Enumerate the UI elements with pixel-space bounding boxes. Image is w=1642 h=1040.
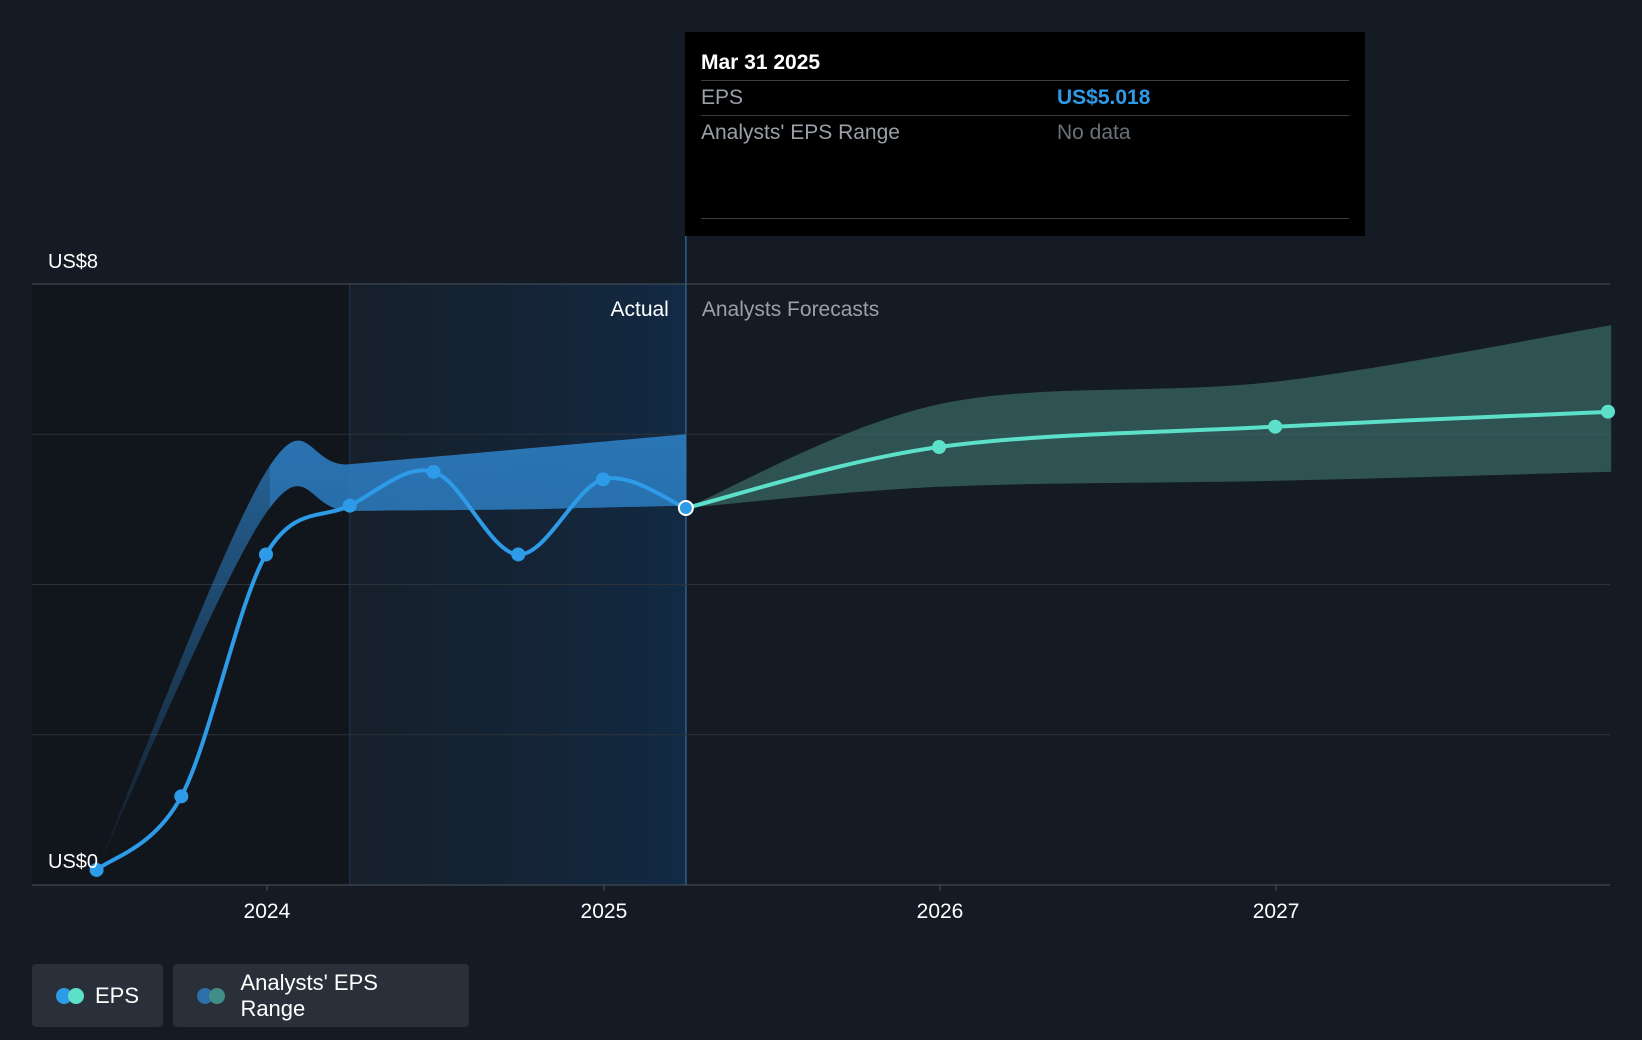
tooltip-eps-row: EPS US$5.018 bbox=[701, 81, 1349, 116]
eps-point-actual bbox=[89, 862, 104, 877]
x-tick-label: 2024 bbox=[244, 900, 291, 923]
tooltip-eps-value: US$5.018 bbox=[1057, 86, 1151, 109]
y-axis-max-label: US$8 bbox=[48, 251, 98, 273]
eps-point-forecast bbox=[932, 440, 947, 455]
x-tick-label: 2026 bbox=[917, 900, 964, 923]
tooltip-date: Mar 31 2025 bbox=[701, 44, 1349, 81]
eps-point-actual bbox=[511, 547, 526, 562]
eps-point-actual bbox=[342, 498, 357, 513]
eps-line-forecast bbox=[683, 409, 1614, 510]
eps-line-actual bbox=[94, 468, 688, 872]
tooltip-range-row: Analysts' EPS Range No data bbox=[701, 116, 1349, 150]
tooltip: Mar 31 2025 EPS US$5.018 Analysts' EPS R… bbox=[685, 32, 1365, 236]
tooltip-range-value: No data bbox=[1057, 121, 1131, 144]
x-tick-label: 2027 bbox=[1253, 900, 1300, 923]
eps-point-actual bbox=[174, 789, 189, 804]
legend-range-label: Analysts' EPS Range bbox=[240, 969, 378, 1021]
x-tick-label: 2025 bbox=[581, 900, 628, 923]
eps-range-legend-icon bbox=[197, 987, 226, 1004]
legend-item-eps[interactable]: EPS bbox=[32, 964, 163, 1027]
eps-point-actual bbox=[596, 472, 610, 487]
tooltip-range-label: Analysts' EPS Range bbox=[701, 121, 900, 144]
legend: EPS Analysts' EPS Range bbox=[32, 964, 469, 1027]
eps-highlight-point bbox=[677, 500, 694, 517]
eps-point-actual bbox=[259, 547, 273, 562]
forecast-label: Analysts Forecasts bbox=[702, 298, 879, 321]
eps-range-band-actual bbox=[96, 434, 686, 870]
tooltip-eps-label: EPS bbox=[701, 86, 744, 109]
actual-label: Actual bbox=[610, 298, 668, 321]
legend-eps-label: EPS bbox=[94, 982, 139, 1008]
tooltip-divider bbox=[701, 218, 1349, 219]
eps-range-band-forecast bbox=[685, 325, 1612, 508]
eps-point-forecast bbox=[1268, 419, 1283, 434]
y-axis-min-label: US$0 bbox=[48, 851, 98, 873]
eps-legend-icon bbox=[56, 987, 84, 1004]
legend-item-eps-range[interactable]: Analysts' EPS Range bbox=[173, 964, 469, 1027]
eps-point-actual bbox=[426, 464, 441, 479]
eps-point-forecast bbox=[1601, 404, 1615, 419]
